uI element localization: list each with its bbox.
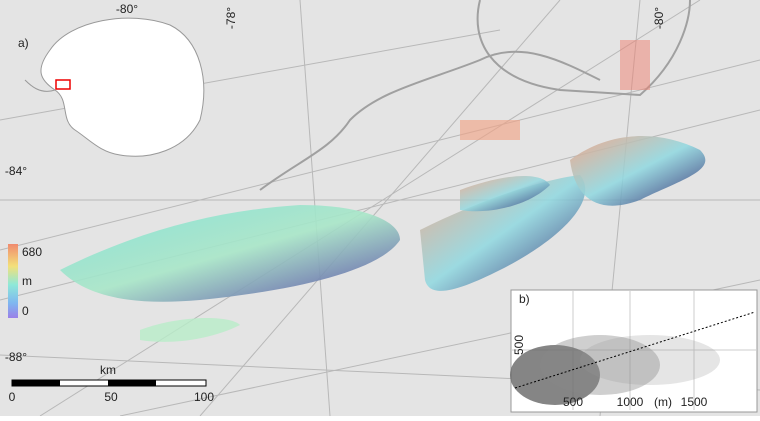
- x-unit: (m): [654, 395, 672, 409]
- lon-label: -78°: [224, 7, 238, 29]
- scale-unit: km: [100, 363, 116, 377]
- lon-label: -80°: [652, 7, 666, 29]
- scale-tick: 0: [9, 390, 16, 404]
- colorbar-label: 0: [22, 304, 29, 318]
- scale-tick: 50: [104, 390, 118, 404]
- grounding-line: [476, 0, 691, 97]
- scale-tick: 100: [194, 390, 214, 404]
- x-tick-label: 500: [563, 395, 583, 409]
- lon-label: -80°: [116, 2, 138, 16]
- lat-label: -88°: [5, 350, 27, 364]
- antarctica-inset: [24, 17, 205, 157]
- lat-label: -84°: [5, 164, 27, 178]
- panel-label: a): [18, 36, 29, 50]
- x-tick-label: 1000: [617, 395, 644, 409]
- scale-bar: [11, 379, 207, 387]
- mountain-ranges: [60, 40, 706, 342]
- grounding-line: [259, 50, 601, 191]
- y-tick-label: 500: [512, 335, 526, 355]
- panel-label: b): [519, 292, 530, 306]
- colorbar: [8, 244, 18, 318]
- colorbar-label: 680: [22, 245, 42, 259]
- colorbar-label: m: [22, 274, 32, 288]
- scatter-inset: [510, 289, 758, 413]
- x-tick-label: 1500: [681, 395, 708, 409]
